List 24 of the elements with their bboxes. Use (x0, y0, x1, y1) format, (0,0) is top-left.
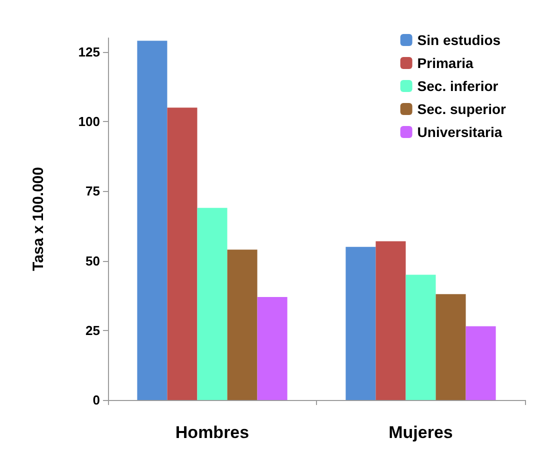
legend-label: Sec. inferior (417, 78, 499, 94)
x-tick-label: Hombres (175, 423, 250, 442)
x-tick-label: Mujeres (388, 423, 453, 442)
bar (376, 241, 406, 400)
bar (346, 246, 376, 400)
legend-label: Primaria (417, 55, 474, 71)
y-tick-label: 100 (78, 114, 100, 130)
bar (466, 326, 496, 400)
y-tick-label: 125 (78, 44, 100, 60)
bar (257, 296, 288, 400)
bar (227, 250, 258, 400)
bar (436, 294, 466, 400)
legend-label: Sec. superior (417, 101, 507, 117)
bar (406, 274, 436, 400)
bar (137, 40, 168, 400)
bar (167, 108, 198, 400)
legend-label: Sin estudios (417, 32, 501, 48)
y-tick-label: 25 (86, 322, 100, 338)
y-tick-label: 75 (86, 184, 100, 199)
y-tick-label: 0 (92, 392, 100, 408)
y-tick-label: 50 (86, 253, 100, 268)
y-axis-title: Tasa x 100.000 (30, 167, 47, 271)
legend-label: Universitaria (417, 124, 502, 140)
bar (197, 208, 228, 400)
